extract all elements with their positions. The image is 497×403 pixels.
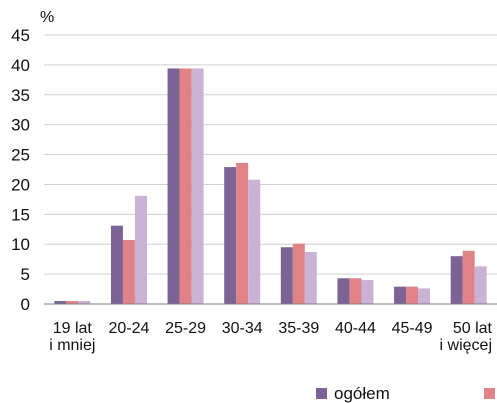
y-tick-label: 25	[11, 146, 30, 165]
y-tick-label: 35	[11, 86, 30, 105]
y-tick-label: 5	[21, 265, 30, 284]
bar	[134, 195, 147, 304]
bar	[394, 286, 407, 304]
bar	[248, 179, 261, 304]
bar	[349, 278, 362, 304]
y-tick-label: 15	[11, 205, 30, 224]
bar	[462, 250, 475, 304]
legend-swatch	[316, 388, 327, 399]
bar	[54, 301, 67, 304]
x-tick-label: 20-24	[108, 320, 149, 337]
bar	[337, 278, 350, 304]
bar	[361, 280, 374, 304]
x-tick-label: i więcej	[440, 337, 492, 354]
x-tick-label: 25-29	[165, 320, 206, 337]
bar	[78, 301, 91, 304]
y-tick-label: 20	[11, 175, 30, 194]
bar	[224, 167, 237, 304]
bar	[110, 225, 123, 304]
x-tick-label: 40-44	[335, 320, 376, 337]
bar	[179, 68, 192, 304]
bar	[450, 256, 463, 304]
bar	[406, 286, 419, 304]
bar	[122, 240, 135, 304]
y-tick-label: 45	[11, 26, 30, 45]
legend-label: ogółem	[334, 384, 390, 403]
y-axis-unit-label: %	[40, 9, 54, 26]
x-tick-label: i mniej	[49, 337, 95, 354]
y-tick-label: 40	[11, 56, 30, 75]
bar	[167, 68, 180, 304]
bar	[304, 251, 317, 304]
bar	[280, 247, 293, 304]
x-tick-label: 19 lat	[53, 320, 93, 337]
y-tick-labels: 0 5 10 15 20 25 30 35 40 45	[11, 26, 30, 314]
bars	[54, 68, 487, 304]
x-tick-label: 35-39	[278, 320, 319, 337]
x-tick-label: 30-34	[222, 320, 263, 337]
bar	[191, 68, 204, 304]
bar	[474, 266, 487, 304]
y-tick-label: 0	[21, 295, 30, 314]
y-tick-label: 10	[11, 235, 30, 254]
legend-swatch	[484, 388, 495, 399]
bar	[236, 162, 249, 304]
x-tick-label: 50 lat	[453, 320, 493, 337]
bar	[418, 288, 431, 304]
legend: ogółem	[316, 384, 495, 403]
bar	[66, 301, 79, 304]
y-tick-label: 30	[11, 116, 30, 135]
x-tick-label: 45-49	[392, 320, 433, 337]
bar	[292, 243, 305, 304]
